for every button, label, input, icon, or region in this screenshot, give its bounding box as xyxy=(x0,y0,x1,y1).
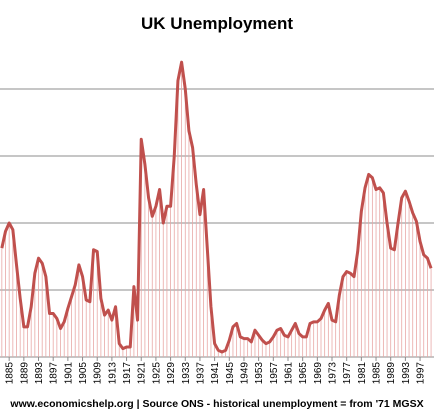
x-tick-label: 1985 xyxy=(372,362,383,385)
x-tick-label: 1997 xyxy=(416,362,427,385)
x-tick-label: 1989 xyxy=(386,362,397,385)
series-line xyxy=(0,60,433,354)
x-tick-label: 1937 xyxy=(195,362,206,385)
footer: www.economicshelp.org | Source ONS - his… xyxy=(9,398,423,410)
x-tick-label: 1957 xyxy=(269,362,280,385)
x-tick-label: 1909 xyxy=(93,362,104,385)
x-tick-label: 1933 xyxy=(181,362,192,385)
x-tick-label: 1945 xyxy=(225,362,236,385)
x-tick-label: 1949 xyxy=(239,362,250,385)
x-tick-label: 1993 xyxy=(401,362,412,385)
x-tick-label: 1925 xyxy=(151,362,162,385)
x-tick-label: 1953 xyxy=(254,362,265,385)
x-tick-label: 1969 xyxy=(313,362,324,385)
x-tick-label: 1921 xyxy=(137,362,148,385)
x-tick-label: 1901 xyxy=(63,362,74,385)
x-tick-label: 1897 xyxy=(49,362,60,385)
x-tick-label: 1981 xyxy=(357,362,368,385)
x-tick-label: 1941 xyxy=(210,362,221,385)
x-tick-label: 1977 xyxy=(342,362,353,385)
x-tick-label: 1905 xyxy=(78,362,89,385)
x-tick-label: 1913 xyxy=(107,362,118,385)
x-tick-label: 1965 xyxy=(298,362,309,385)
x-tick-label: 1885 xyxy=(5,362,16,385)
x-tick-label: 1929 xyxy=(166,362,177,385)
x-tick-label: 1893 xyxy=(34,362,45,385)
x-tick-label: 1917 xyxy=(122,362,133,385)
x-tick-label: 1973 xyxy=(328,362,339,385)
x-tick-label: 1889 xyxy=(19,362,30,385)
x-tick-label: 1961 xyxy=(283,362,294,385)
chart-title: UK Unemployment xyxy=(141,14,293,33)
